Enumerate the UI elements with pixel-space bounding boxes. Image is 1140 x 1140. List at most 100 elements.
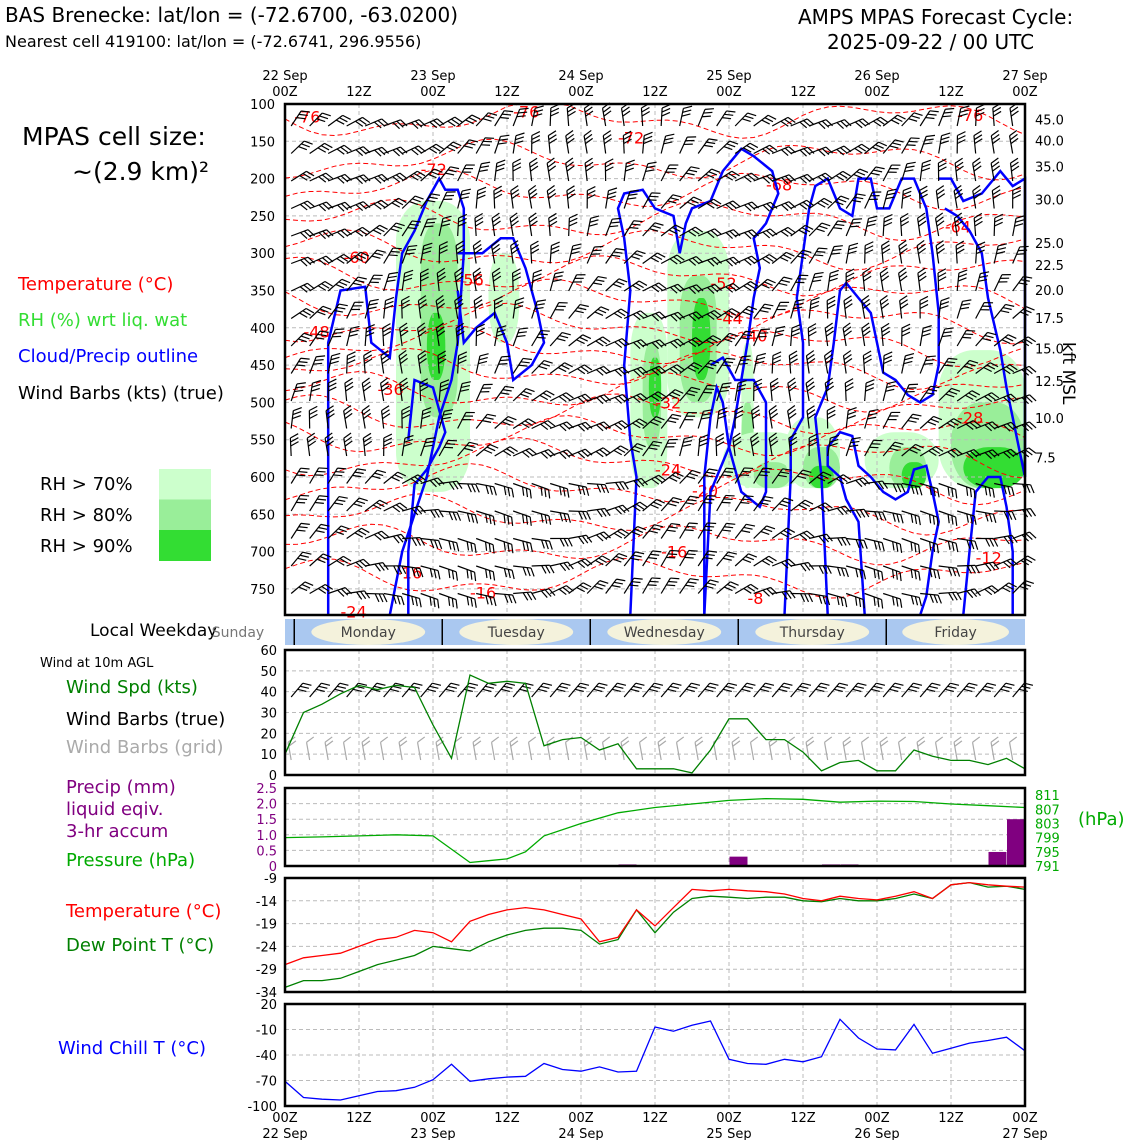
wind-barb-shaft bbox=[623, 310, 641, 320]
wind-barb-flag bbox=[966, 362, 976, 367]
wind-barb-flag bbox=[944, 688, 954, 693]
wind-barb-shaft bbox=[327, 278, 343, 292]
upper-air-wind-barb bbox=[975, 331, 997, 347]
upper-air-wind-barb bbox=[401, 295, 411, 319]
upper-air-wind-barb bbox=[642, 252, 666, 264]
wind-barb-shaft bbox=[790, 173, 808, 182]
wind-barb-flag bbox=[648, 557, 658, 560]
wind-barb-flag bbox=[631, 531, 641, 536]
upper-air-wind-barb bbox=[901, 112, 923, 127]
wind-barb-flag bbox=[908, 118, 918, 122]
wind-barb-flag bbox=[721, 364, 731, 367]
upper-air-wind-barb bbox=[956, 299, 972, 319]
wind-barb-flag bbox=[744, 115, 754, 120]
top-hour-label: 00Z bbox=[272, 85, 298, 100]
wind-barb-flag bbox=[492, 247, 501, 255]
upper-air-wind-barb bbox=[290, 494, 310, 512]
wind-barb-flag bbox=[616, 447, 626, 453]
wind-barb-shaft bbox=[919, 110, 931, 127]
wind-barb-flag bbox=[472, 736, 481, 743]
wind-barb-shaft bbox=[679, 470, 693, 484]
upper-air-wind-barb bbox=[642, 391, 666, 402]
wind-barb-flag bbox=[789, 354, 798, 361]
wind-barb-flag bbox=[726, 357, 736, 360]
wind-barb-flag bbox=[991, 740, 1000, 747]
wind-barb-flag bbox=[585, 534, 593, 543]
legend-rh: RH (%) wrt liq. wat bbox=[18, 310, 188, 331]
wind-barb-flag bbox=[361, 527, 370, 534]
wind-barb-flag bbox=[724, 113, 734, 116]
wind-barb-flag bbox=[620, 445, 629, 451]
wind-barb-flag bbox=[807, 323, 817, 329]
wind-barb-flag bbox=[509, 212, 518, 219]
upper-air-wind-barb bbox=[753, 144, 778, 155]
wind-barb-shaft bbox=[957, 537, 976, 542]
wind-barb-flag bbox=[599, 395, 608, 403]
wind-barb-flag bbox=[503, 568, 507, 578]
wind-barb-flag bbox=[629, 189, 639, 193]
wind-barb-shaft bbox=[1009, 108, 1014, 127]
wind-barb-flag bbox=[504, 418, 514, 424]
wind-barb-flag bbox=[955, 192, 964, 200]
upper-air-wind-barb bbox=[697, 168, 721, 182]
wind-barb-flag bbox=[753, 378, 763, 384]
wind-barb-shaft bbox=[790, 249, 804, 264]
upper-air-wind-barb bbox=[919, 415, 943, 429]
upper-air-wind-barb bbox=[1012, 275, 1033, 292]
wind-barb-shaft bbox=[880, 328, 884, 347]
wind-barb-flag bbox=[1010, 137, 1019, 145]
upper-air-wind-barb bbox=[383, 565, 407, 575]
wind-barb-flag bbox=[701, 115, 711, 118]
wind-barb-flag bbox=[534, 306, 544, 310]
wind-barb-flag bbox=[969, 488, 972, 498]
surface-wind-barb-grid bbox=[620, 736, 630, 761]
top-hour-label: 12Z bbox=[938, 85, 964, 100]
wind-barb-flag bbox=[300, 259, 308, 267]
upper-air-wind-barb bbox=[436, 267, 446, 292]
wind-barb-flag bbox=[930, 385, 940, 389]
wind-barb-flag bbox=[825, 381, 834, 388]
wind-barb-flag bbox=[890, 119, 900, 125]
wind-barb-flag bbox=[867, 416, 877, 420]
upper-air-wind-barb bbox=[623, 551, 645, 567]
wind-barb-flag bbox=[670, 314, 678, 322]
wind-barb-flag bbox=[618, 278, 628, 283]
upper-air-wind-barb bbox=[753, 328, 770, 347]
wind-barb-shaft bbox=[399, 328, 403, 347]
wind-barb-flag bbox=[596, 483, 602, 493]
wind-barb-shaft bbox=[771, 468, 784, 484]
wind-barb-flag bbox=[669, 164, 679, 166]
wind-barb-flag bbox=[635, 682, 645, 686]
upper-air-wind-barb bbox=[642, 282, 667, 293]
wind-barb-shaft bbox=[476, 482, 494, 488]
wind-barb-flag bbox=[929, 110, 939, 113]
wind-barb-shaft bbox=[935, 190, 940, 209]
wind-barb-flag bbox=[670, 197, 680, 201]
upper-air-wind-barb bbox=[827, 269, 839, 292]
wind-barb-flag bbox=[1003, 511, 1009, 520]
wind-barb-flag bbox=[895, 597, 899, 607]
wind-barb-shaft bbox=[697, 309, 715, 320]
wind-barb-flag bbox=[423, 444, 433, 448]
wind-barb-shaft bbox=[346, 146, 364, 155]
wind-barb-flag bbox=[436, 322, 444, 329]
upper-air-wind-barb bbox=[401, 434, 414, 457]
upper-air-wind-barb bbox=[1009, 157, 1020, 182]
wind-barb-flag bbox=[321, 585, 330, 592]
wind-barb-flag bbox=[966, 685, 976, 689]
wind-barb-flag bbox=[563, 538, 569, 547]
wind-barb-flag bbox=[365, 332, 375, 337]
wind-barb-flag bbox=[473, 243, 482, 251]
wind-barb-flag bbox=[712, 335, 722, 341]
wind-barb-flag bbox=[488, 570, 492, 580]
pressure-tick-label: 100 bbox=[250, 98, 275, 113]
wind-barb-flag bbox=[414, 476, 423, 483]
wind-barb-flag bbox=[389, 688, 399, 693]
wind-barb-flag bbox=[966, 565, 972, 574]
wind-barb-flag bbox=[827, 413, 836, 420]
wind-barb-flag bbox=[1010, 110, 1019, 117]
upper-air-wind-barb bbox=[845, 592, 865, 609]
wind-barb-flag bbox=[437, 599, 440, 609]
wind-panel-tick-label: 30 bbox=[260, 707, 277, 722]
wind-barb-flag bbox=[821, 222, 831, 227]
